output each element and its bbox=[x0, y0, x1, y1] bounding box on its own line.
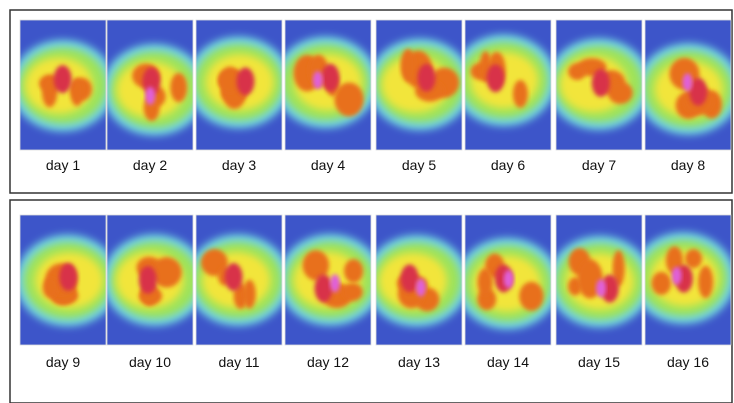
thermal-image bbox=[186, 215, 290, 345]
peak-spot bbox=[145, 87, 155, 105]
day-label: day 16 bbox=[667, 354, 709, 370]
image-content bbox=[11, 20, 115, 150]
image-content bbox=[187, 20, 291, 150]
image-content bbox=[186, 215, 290, 345]
hot-spot bbox=[478, 268, 493, 296]
day-label: day 12 bbox=[307, 354, 349, 370]
image-content bbox=[547, 20, 651, 150]
core-spot bbox=[321, 64, 339, 92]
hot-spot bbox=[343, 283, 363, 301]
peak-spot bbox=[682, 73, 692, 91]
thermal-image bbox=[102, 20, 206, 150]
core-spot bbox=[487, 64, 505, 92]
thermal-image bbox=[103, 215, 207, 345]
thermal-image bbox=[278, 215, 382, 345]
core-spot bbox=[54, 65, 72, 93]
hot-spot bbox=[652, 272, 671, 295]
peak-spot bbox=[416, 279, 426, 297]
image-content bbox=[631, 215, 734, 345]
day-label: day 9 bbox=[46, 354, 80, 370]
day-label: day 14 bbox=[487, 354, 529, 370]
figure: day 1 day 2 day 3 day 4 day 5 day 6 day 7 day 8… bbox=[0, 0, 734, 403]
image-content bbox=[274, 20, 378, 150]
peak-spot bbox=[330, 274, 340, 292]
peak-spot bbox=[672, 267, 682, 285]
thermal-image bbox=[547, 20, 651, 150]
thermal-image bbox=[16, 215, 120, 345]
thermal-image bbox=[636, 20, 734, 150]
thermal-image bbox=[368, 20, 472, 150]
core-spot bbox=[59, 263, 77, 291]
peak-spot bbox=[504, 270, 514, 288]
thermal-image bbox=[187, 20, 291, 150]
day-label: day 4 bbox=[311, 157, 345, 173]
image-content bbox=[278, 215, 382, 345]
image-content bbox=[102, 20, 206, 150]
day-label: day 5 bbox=[402, 157, 436, 173]
hot-spot bbox=[70, 78, 84, 106]
day-label: day 8 bbox=[671, 157, 705, 173]
day-label: day 10 bbox=[129, 354, 171, 370]
image-content bbox=[368, 20, 472, 150]
hot-spot bbox=[513, 80, 528, 108]
hot-spot bbox=[243, 280, 256, 309]
peak-spot bbox=[596, 279, 606, 297]
image-content bbox=[365, 215, 469, 345]
hot-spot bbox=[334, 82, 363, 116]
thermal-image bbox=[452, 20, 556, 150]
hot-spot bbox=[519, 282, 543, 311]
day-label: day 15 bbox=[578, 354, 620, 370]
hot-spot bbox=[43, 277, 58, 298]
core-spot bbox=[592, 69, 610, 97]
thermal-image bbox=[548, 215, 652, 345]
core-spot bbox=[225, 263, 243, 291]
core-spot bbox=[315, 274, 333, 302]
day-label: day 13 bbox=[398, 354, 440, 370]
day-label: day 7 bbox=[582, 157, 616, 173]
day-label: day 11 bbox=[219, 354, 260, 370]
thermal-image bbox=[274, 20, 378, 150]
day-label: day 6 bbox=[491, 157, 525, 173]
image-content bbox=[548, 215, 652, 345]
thermal-image bbox=[631, 215, 734, 345]
image-content bbox=[103, 215, 207, 345]
day-label: day 1 bbox=[46, 157, 80, 173]
image-content bbox=[455, 215, 559, 345]
hot-spot bbox=[170, 73, 187, 102]
image-content bbox=[16, 215, 120, 345]
image-content bbox=[452, 20, 556, 150]
hot-spot bbox=[344, 259, 363, 283]
day-label: day 2 bbox=[133, 157, 167, 173]
core-spot bbox=[139, 266, 157, 294]
hot-spot bbox=[685, 249, 702, 268]
thermal-image bbox=[455, 215, 559, 345]
hot-spot bbox=[698, 266, 713, 298]
hot-spot bbox=[608, 82, 633, 104]
hot-spot bbox=[401, 49, 416, 82]
core-spot bbox=[236, 67, 254, 95]
day-label: day 3 bbox=[222, 157, 256, 173]
thermal-image bbox=[11, 20, 115, 150]
peak-spot bbox=[313, 71, 323, 89]
thermal-image bbox=[365, 215, 469, 345]
core-spot bbox=[417, 64, 435, 92]
image-content bbox=[636, 20, 734, 150]
hot-spot bbox=[568, 63, 586, 80]
